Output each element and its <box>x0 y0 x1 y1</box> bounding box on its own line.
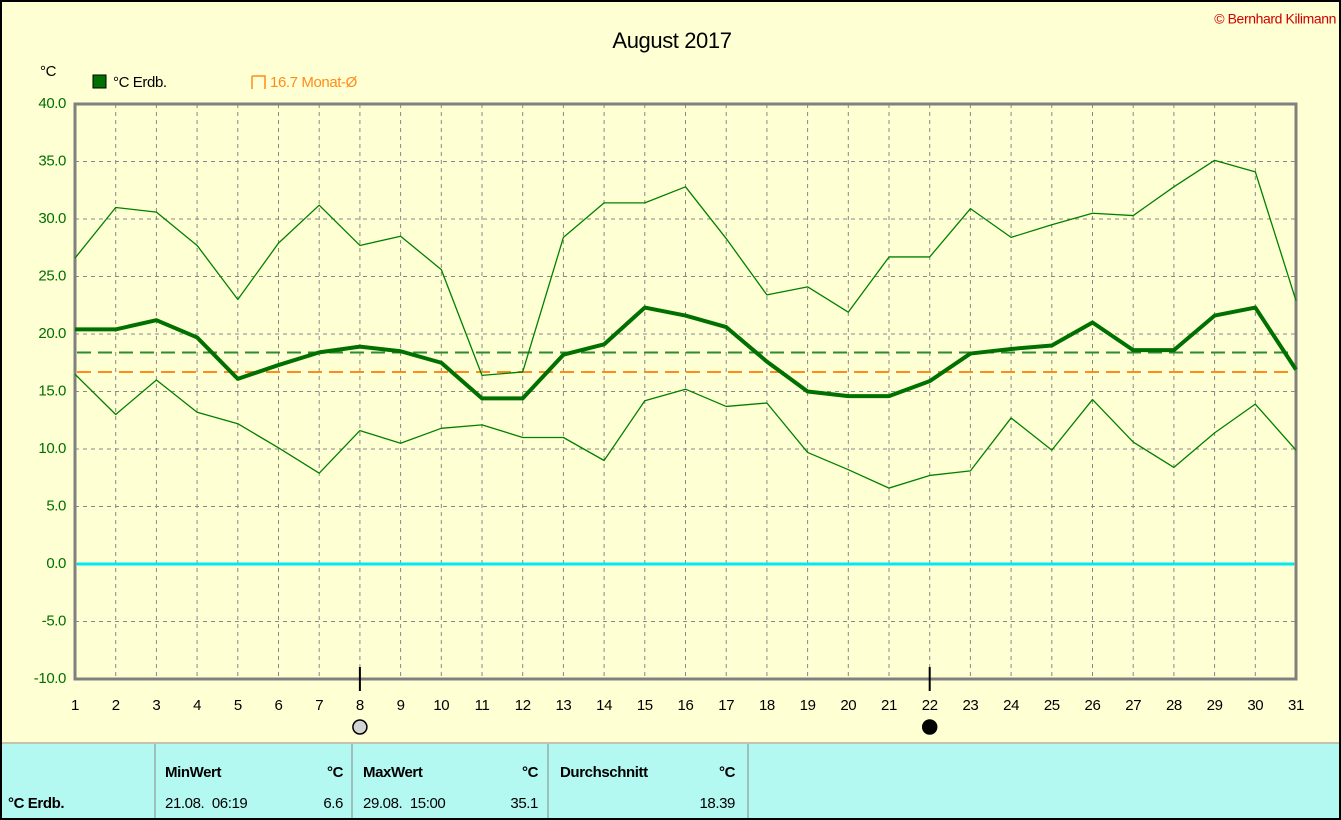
x-tick-label: 4 <box>193 697 201 714</box>
x-tick-label: 19 <box>800 697 816 714</box>
y-tick-label: -5.0 <box>42 612 66 629</box>
moon-marker <box>352 719 368 735</box>
x-tick-label: 31 <box>1288 697 1304 714</box>
x-tick-label: 24 <box>1003 697 1019 714</box>
x-tick-label: 28 <box>1166 697 1182 714</box>
x-tick-label: 3 <box>152 697 160 714</box>
x-tick-label: 29 <box>1207 697 1223 714</box>
x-tick-label: 8 <box>356 697 364 714</box>
x-tick-label: 20 <box>840 697 856 714</box>
x-tick-label: 25 <box>1044 697 1060 714</box>
legend-swatch <box>92 74 107 89</box>
legend-label: 16.7 Monat-Ø <box>270 74 358 91</box>
y-tick-label: 35.0 <box>38 152 66 169</box>
table-cell: 21.08. 06:19 <box>165 795 247 812</box>
y-tick-label: 25.0 <box>38 267 66 284</box>
copyright: © Bernhard Kilimann <box>1214 11 1336 27</box>
series-line <box>74 159 1297 377</box>
x-tick-label: 17 <box>718 697 734 714</box>
y-tick-label: 10.0 <box>38 440 66 457</box>
y-tick-label: 0.0 <box>46 555 66 572</box>
legend-label: °C Erdb. <box>113 74 167 91</box>
x-tick-label: 7 <box>315 697 323 714</box>
x-tick-label: 16 <box>678 697 694 714</box>
y-tick-label: 5.0 <box>46 497 66 514</box>
series-line <box>74 373 1297 489</box>
x-tick-label: 21 <box>881 697 897 714</box>
table-panel <box>2 744 1339 818</box>
x-tick-label: 27 <box>1125 697 1141 714</box>
x-tick-label: 26 <box>1085 697 1101 714</box>
legend-swatch <box>252 75 266 89</box>
y-tick-label: -10.0 <box>34 670 66 687</box>
x-tick-label: 6 <box>275 697 283 714</box>
x-tick-label: 13 <box>555 697 571 714</box>
x-tick-label: 22 <box>922 697 938 714</box>
table-cell: 29.08. 15:00 <box>363 795 445 812</box>
moon-marker <box>921 719 938 735</box>
table-cell: 35.1 <box>510 795 538 812</box>
table-cell: 6.6 <box>323 795 343 812</box>
x-tick-label: 1 <box>71 697 79 714</box>
x-tick-label: 2 <box>112 697 120 714</box>
y-tick-label: 40.0 <box>38 95 66 112</box>
row-label: °C Erdb. <box>8 795 64 812</box>
x-tick-label: 9 <box>397 697 405 714</box>
x-tick-label: 11 <box>475 697 490 714</box>
x-tick-label: 15 <box>637 697 653 714</box>
x-tick-label: 5 <box>234 697 242 714</box>
y-tick-label: 20.0 <box>38 325 66 342</box>
x-tick-label: 10 <box>433 697 449 714</box>
x-tick-label: 14 <box>596 697 612 714</box>
x-tick-label: 30 <box>1247 697 1263 714</box>
y-tick-label: 15.0 <box>38 382 66 399</box>
table-header: MinWert <box>165 764 221 781</box>
chart-title: August 2017 <box>612 28 731 53</box>
table-header: °C <box>719 764 736 781</box>
table-header: MaxWert <box>363 764 423 781</box>
y-tick-label: 30.0 <box>38 210 66 227</box>
series-line <box>75 305 1298 401</box>
table-cell: 18.39 <box>699 795 735 812</box>
table-header: °C <box>522 764 539 781</box>
plot-border <box>73 102 1298 681</box>
x-tick-label: 18 <box>759 697 775 714</box>
x-tick-label: 12 <box>515 697 531 714</box>
table-header: Durchschnitt <box>560 764 648 781</box>
x-tick-label: 23 <box>962 697 978 714</box>
y-axis-label: °C <box>40 63 57 80</box>
table-header: °C <box>327 764 344 781</box>
